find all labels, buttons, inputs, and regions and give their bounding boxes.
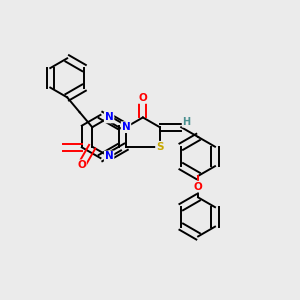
- Text: O: O: [139, 93, 147, 103]
- Text: H: H: [183, 117, 191, 127]
- Text: N: N: [122, 122, 130, 132]
- Text: N: N: [105, 112, 113, 122]
- Text: O: O: [77, 160, 86, 170]
- Text: S: S: [156, 142, 164, 152]
- Text: N: N: [105, 152, 113, 161]
- Text: O: O: [194, 182, 203, 192]
